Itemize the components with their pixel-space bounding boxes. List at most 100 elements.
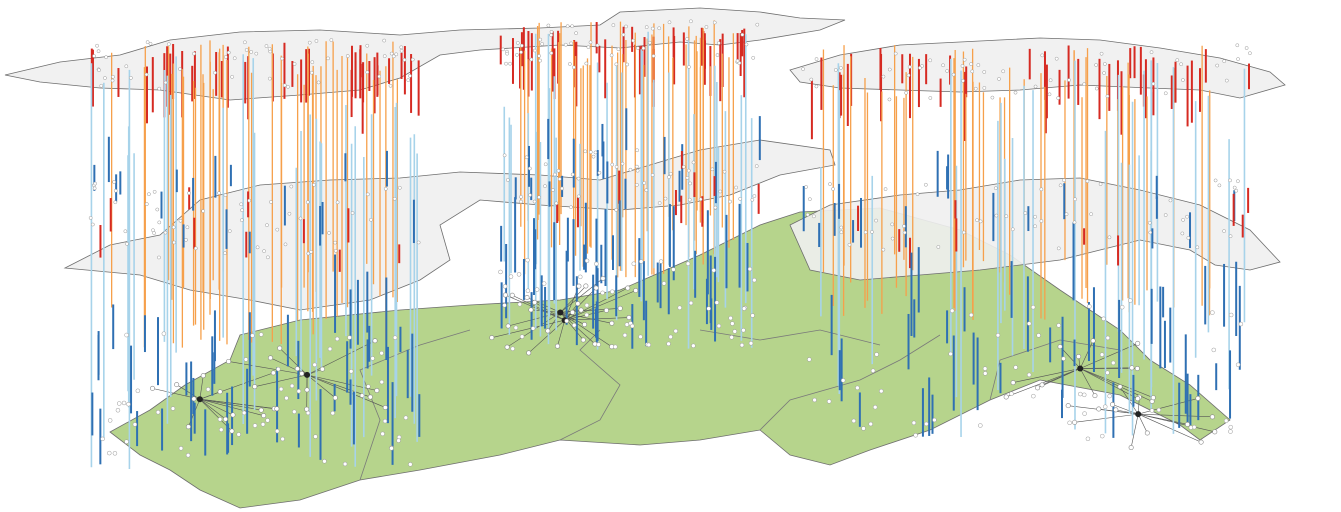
edge <box>1041 368 1081 386</box>
node <box>510 346 515 351</box>
node <box>236 432 241 437</box>
node <box>382 418 388 424</box>
node <box>1223 418 1229 424</box>
node <box>874 218 878 223</box>
node <box>969 62 973 66</box>
node <box>501 47 505 52</box>
node <box>633 288 639 294</box>
node <box>292 62 297 66</box>
node <box>595 43 600 48</box>
node <box>603 307 609 313</box>
node <box>126 401 131 407</box>
node <box>928 58 933 63</box>
top-layer-right <box>789 37 1286 99</box>
node <box>1085 179 1090 183</box>
node <box>1057 344 1063 350</box>
node <box>1181 218 1185 222</box>
node <box>299 371 305 377</box>
edge <box>1080 343 1138 369</box>
hub <box>304 371 311 378</box>
node <box>508 61 512 66</box>
node <box>600 290 605 296</box>
node <box>1148 230 1153 235</box>
node <box>687 65 691 69</box>
node <box>639 259 644 264</box>
node <box>907 65 912 69</box>
node <box>365 43 370 48</box>
node <box>584 303 590 308</box>
top-layer <box>4 7 846 101</box>
node <box>1067 420 1072 426</box>
node <box>728 315 733 321</box>
node <box>516 272 522 277</box>
node <box>741 328 746 333</box>
node <box>578 307 584 313</box>
node <box>805 212 810 217</box>
node <box>148 41 153 46</box>
node <box>250 333 255 338</box>
node <box>399 48 404 53</box>
edge <box>1013 368 1081 383</box>
node <box>515 53 519 57</box>
node <box>223 251 227 255</box>
node <box>1107 393 1112 399</box>
edge <box>1079 368 1096 396</box>
node <box>739 342 745 348</box>
node <box>1056 96 1061 100</box>
node <box>382 54 387 58</box>
node <box>524 295 530 301</box>
node <box>334 336 340 342</box>
border <box>989 339 1121 401</box>
node <box>359 393 365 398</box>
node <box>570 24 574 29</box>
border <box>559 329 621 441</box>
node <box>396 438 401 443</box>
node <box>622 332 628 338</box>
node <box>96 49 101 54</box>
node <box>99 83 104 88</box>
node <box>668 334 673 340</box>
node <box>172 240 176 245</box>
node <box>831 187 835 191</box>
node <box>851 418 857 424</box>
node <box>193 246 198 251</box>
node <box>839 230 844 235</box>
node <box>129 76 133 80</box>
node <box>1135 340 1141 346</box>
node <box>178 67 182 71</box>
node <box>808 197 812 202</box>
node <box>226 358 232 364</box>
node <box>686 168 691 173</box>
node <box>1156 407 1162 413</box>
node <box>928 96 933 100</box>
node <box>113 200 118 205</box>
node <box>240 208 244 213</box>
node <box>406 78 411 82</box>
node <box>265 418 270 423</box>
node <box>252 423 258 428</box>
node <box>635 148 639 153</box>
node <box>326 56 330 61</box>
node <box>292 409 297 414</box>
node <box>609 53 614 58</box>
node <box>112 180 116 184</box>
node <box>97 68 101 73</box>
node <box>638 334 643 340</box>
node <box>519 50 523 55</box>
node <box>1031 393 1036 399</box>
node <box>1054 56 1059 61</box>
node <box>689 19 693 24</box>
node <box>260 422 266 427</box>
node <box>1092 393 1098 399</box>
node <box>525 257 530 263</box>
node <box>576 283 582 289</box>
node <box>564 318 569 324</box>
node <box>635 164 639 169</box>
edge <box>1138 413 1215 433</box>
node <box>509 292 515 298</box>
hub <box>1077 365 1084 372</box>
node <box>95 43 99 48</box>
node <box>243 40 247 45</box>
edge <box>560 285 587 313</box>
node <box>117 401 122 406</box>
